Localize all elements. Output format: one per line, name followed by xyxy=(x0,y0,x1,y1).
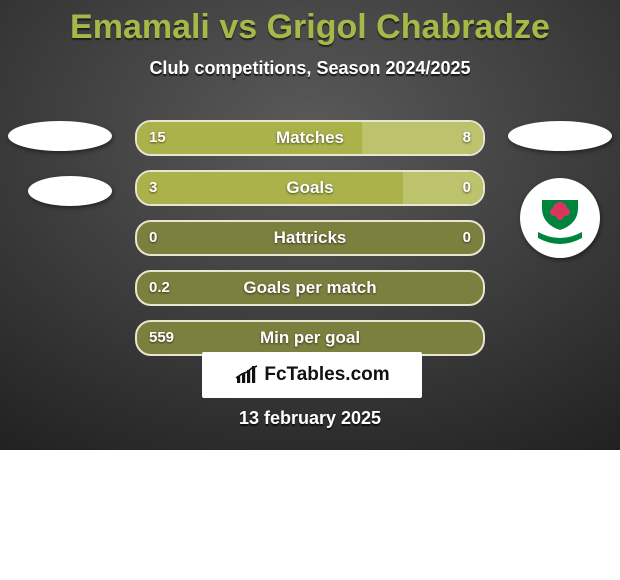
bar-chart-icon xyxy=(234,364,260,386)
brand-box[interactable]: FcTables.com xyxy=(202,352,422,398)
stat-label: Goals per match xyxy=(137,272,483,304)
stat-label: Hattricks xyxy=(137,222,483,254)
stat-row: 158Matches xyxy=(135,120,485,156)
brand-text: FcTables.com xyxy=(264,364,389,386)
stat-row: 0.2Goals per match xyxy=(135,270,485,306)
page-title: Emamali vs Grigol Chabradze xyxy=(0,0,620,44)
comparison-card: Emamali vs Grigol Chabradze Club competi… xyxy=(0,0,620,450)
player-b-club-badge xyxy=(520,178,600,258)
player-a-club-placeholder xyxy=(28,176,112,206)
stat-row: 559Min per goal xyxy=(135,320,485,356)
stat-label: Matches xyxy=(137,122,483,154)
stat-row: 00Hattricks xyxy=(135,220,485,256)
stat-label: Min per goal xyxy=(137,322,483,354)
stat-row: 30Goals xyxy=(135,170,485,206)
club-crest-icon xyxy=(528,186,592,250)
below-whitespace xyxy=(0,450,620,580)
subtitle: Club competitions, Season 2024/2025 xyxy=(0,44,620,79)
stats-bars: 158Matches 30Goals 00Hattricks 0.2Goals per… xyxy=(135,120,485,370)
player-b-photo-placeholder xyxy=(508,121,612,151)
date-text: 13 february 2025 xyxy=(0,408,620,429)
stat-label: Goals xyxy=(137,172,483,204)
player-a-photo-placeholder xyxy=(8,121,112,151)
